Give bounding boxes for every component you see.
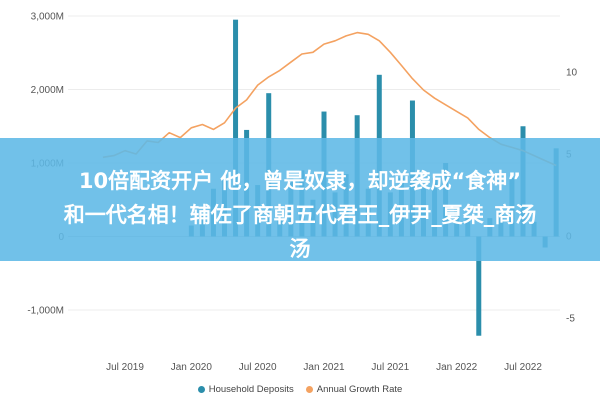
banner-line-3: 汤 bbox=[289, 237, 311, 261]
x-tick-label: Jan 2020 bbox=[171, 362, 213, 373]
legend-label: Annual Growth Rate bbox=[316, 383, 403, 395]
legend-swatch-household-deposits bbox=[197, 385, 205, 393]
y-left-tick-label: 3,000M bbox=[31, 12, 64, 23]
bar bbox=[233, 19, 239, 237]
legend: Household Deposits Annual Growth Rate bbox=[0, 380, 600, 398]
x-tick-label: Jul 2022 bbox=[504, 362, 542, 373]
bar bbox=[476, 236, 482, 336]
legend-item-annual-growth-rate: Annual Growth Rate bbox=[305, 383, 403, 395]
x-tick-label: Jul 2021 bbox=[371, 362, 409, 373]
legend-swatch-annual-growth-rate bbox=[305, 385, 313, 393]
legend-label: Household Deposits bbox=[208, 383, 294, 395]
x-tick-label: Jan 2022 bbox=[436, 362, 478, 373]
y-left-tick-label: 2,000M bbox=[31, 85, 64, 96]
x-tick-label: Jul 2020 bbox=[239, 362, 277, 373]
legend-item-household-deposits: Household Deposits bbox=[197, 383, 294, 395]
banner-line-1: 10倍配资开户 他，曾是奴隶，却逆袭成“食神” bbox=[78, 169, 522, 193]
banner-line-2: 和一代名相！辅佐了商朝五代君王_伊尹_夏桀_商汤 bbox=[63, 203, 537, 227]
overlay-banner[interactable]: 10倍配资开户 他，曾是奴隶，却逆袭成“食神” 和一代名相！辅佐了商朝五代君王_… bbox=[0, 138, 600, 261]
y-left-tick-label: -1,000M bbox=[27, 306, 64, 317]
growth-rate-line bbox=[102, 31, 557, 167]
x-tick-label: Jan 2021 bbox=[303, 362, 345, 373]
x-tick-label: Jul 2019 bbox=[106, 362, 144, 373]
y-right-tick-label: -5 bbox=[566, 314, 575, 325]
line-series bbox=[102, 31, 557, 167]
y-right-tick-label: 10 bbox=[566, 68, 578, 79]
